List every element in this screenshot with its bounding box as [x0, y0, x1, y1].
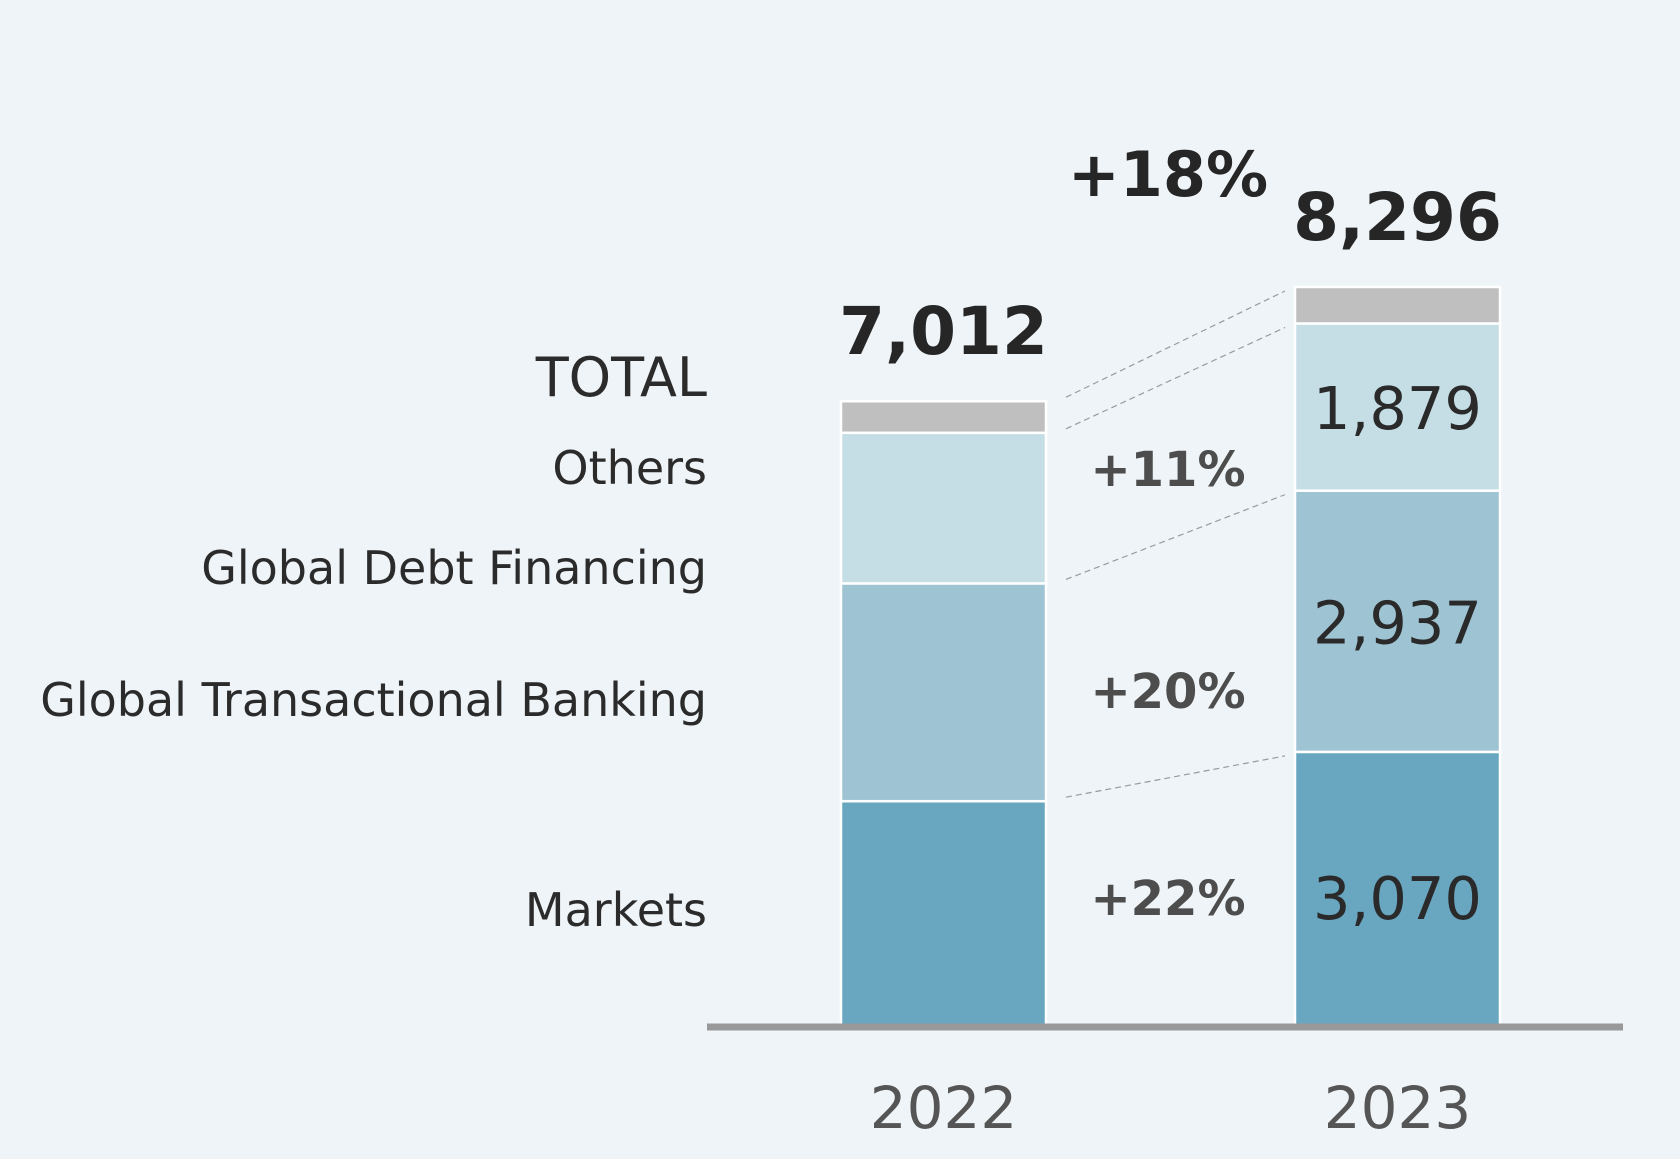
series-label: Markets — [525, 883, 707, 937]
x-tick-label: 2023 — [1324, 1074, 1472, 1142]
bar-segment — [839, 799, 1048, 1027]
bar-segment — [839, 582, 1048, 803]
segment-value-label: 1,879 — [1313, 374, 1482, 443]
bar-segment — [1293, 750, 1502, 1027]
bar-segment — [1293, 285, 1502, 325]
series-label: Global Debt Financing — [201, 541, 707, 595]
total-growth-label: +18% — [1068, 138, 1268, 211]
total-value-label: 8,296 — [1293, 179, 1502, 256]
growth-label: +22% — [1090, 871, 1245, 927]
segment-value-label: 2,937 — [1313, 588, 1482, 657]
connector-line — [1065, 290, 1286, 398]
bar-segment — [839, 431, 1048, 585]
growth-label: +20% — [1090, 664, 1245, 720]
total-row-label: TOTAL — [535, 346, 707, 409]
connector-line — [1065, 326, 1286, 430]
bar-segment — [1293, 489, 1502, 754]
growth-label: +11% — [1090, 442, 1245, 498]
connector-line — [1065, 755, 1286, 798]
series-label: Others — [552, 441, 707, 495]
x-tick-label: 2022 — [870, 1074, 1018, 1142]
total-value-label: 7,012 — [839, 293, 1048, 370]
connector-line — [1065, 494, 1286, 580]
segment-value-label: 3,070 — [1313, 864, 1482, 933]
bar-segment — [839, 399, 1048, 435]
series-label: Global Transactional Banking — [40, 673, 707, 727]
